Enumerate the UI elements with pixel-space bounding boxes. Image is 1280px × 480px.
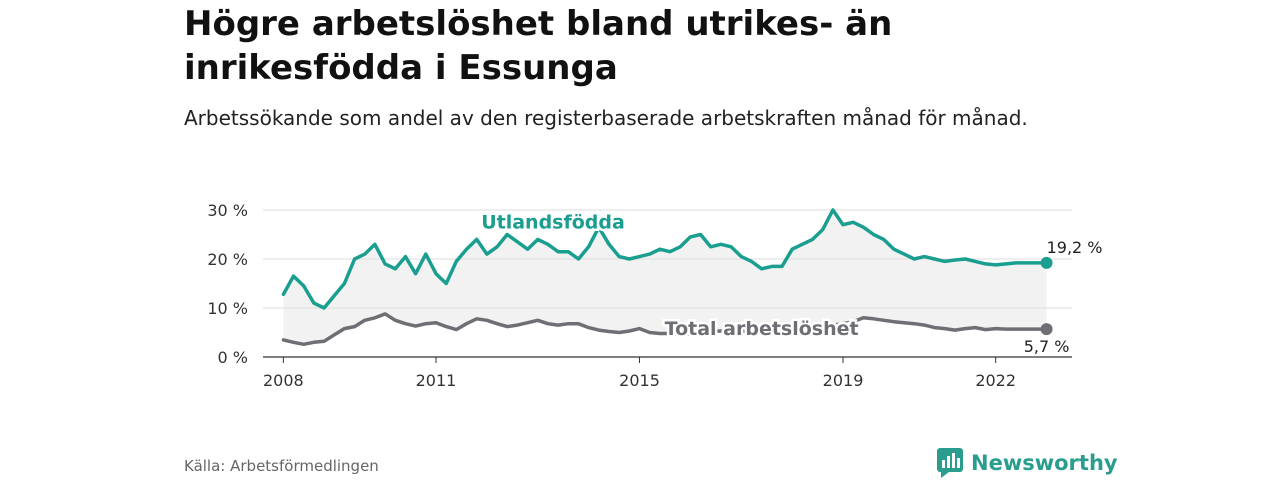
series-line-total: [281, 312, 1049, 347]
chart-subtitle: Arbetssökande som andel av den registerb…: [184, 106, 1028, 130]
y-tick-label: 30 %: [207, 201, 248, 220]
series-end-label: 5,7 %: [1024, 337, 1070, 356]
chart-title: Högre arbetslöshet bland utrikes- än inr…: [184, 4, 893, 88]
series-line-utlandsfodda: [281, 208, 1049, 310]
x-axis-ticks: 2008 2011 2015 2019 2022: [263, 357, 1016, 390]
line-chart: 0 % 10 % 20 % 30 % 2008 2011 2015 2019 2022 Utl…: [207, 201, 1105, 390]
x-tick-label: 2022: [975, 371, 1016, 390]
newsworthy-logo-icon: [937, 448, 963, 478]
y-axis-ticks: 0 % 10 % 20 % 30 %: [207, 201, 248, 367]
series-name-label: Total arbetslöshet: [665, 318, 859, 340]
source-note: Källa: Arbetsförmedlingen: [184, 457, 379, 475]
x-tick-label: 2019: [823, 371, 864, 390]
series-labels: Utlandsfödda Total arbetslöshet 19,2 % 5,7 …: [479, 209, 1105, 358]
x-tick-label: 2011: [416, 371, 457, 390]
series-end-point: [1040, 323, 1053, 336]
series-end-label: 19,2 %: [1047, 238, 1103, 257]
y-tick-label: 20 %: [207, 250, 248, 269]
y-tick-label: 10 %: [207, 299, 248, 318]
x-tick-label: 2015: [619, 371, 660, 390]
newsworthy-logo[interactable]: Newsworthy: [937, 447, 1118, 479]
brand-name: Newsworthy: [971, 451, 1118, 475]
series-end-point: [1040, 256, 1053, 269]
series-name-label: Utlandsfödda: [481, 212, 625, 234]
x-tick-label: 2008: [263, 371, 304, 390]
series-lines: [281, 208, 1053, 347]
y-tick-label: 0 %: [218, 348, 248, 367]
